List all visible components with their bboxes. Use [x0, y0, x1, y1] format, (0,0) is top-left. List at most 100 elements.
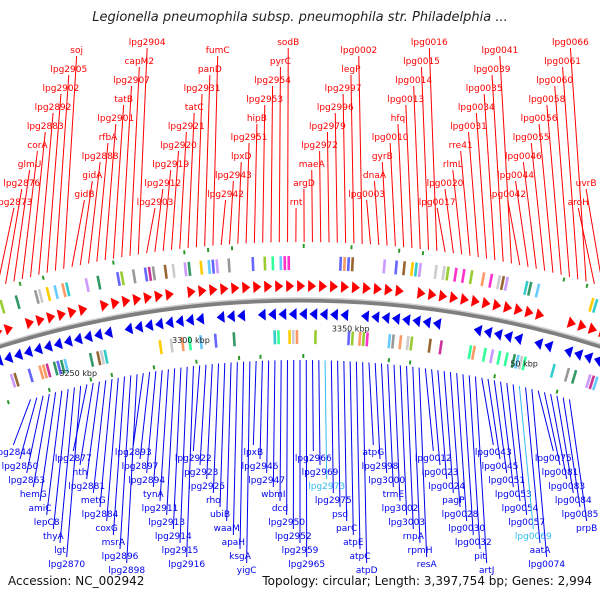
forward-gene-label: lpg2907 [113, 76, 150, 86]
feature-category-block [61, 283, 67, 298]
forward-gene-leader [538, 123, 554, 273]
reverse-gene-arrow [175, 314, 184, 327]
feature-category-block [438, 340, 443, 355]
reverse-gene-label: lpg2950 [268, 518, 305, 528]
genome-backbone-highlight [0, 297, 600, 345]
tRNA-marker [152, 365, 156, 370]
reverse-gene-arrow [104, 326, 114, 339]
feature-category-block [350, 257, 355, 272]
forward-gene-arrow [143, 292, 153, 304]
reverse-gene-label: lpg2966 [295, 454, 332, 464]
forward-gene-arrow [492, 298, 502, 311]
feature-category-block [549, 363, 556, 378]
reverse-gene-arrow [594, 356, 600, 367]
reverse-gene-arrow [165, 316, 174, 329]
forward-gene-label: lpg2954 [254, 76, 291, 86]
forward-gene-leader [13, 169, 31, 282]
forward-gene-leader [121, 85, 132, 258]
forward-gene-label: tatC [185, 103, 204, 113]
forward-gene-arrow [481, 296, 491, 309]
reverse-gene-leader [399, 365, 408, 516]
feature-category-block [402, 261, 407, 276]
forward-gene-leader [350, 74, 355, 244]
feature-category-block [27, 368, 34, 383]
tRNA-marker [555, 389, 559, 394]
forward-gene-arrow [362, 281, 371, 294]
feature-category-block [14, 295, 21, 310]
reverse-gene-leader [26, 395, 44, 474]
forward-gene-leader [319, 150, 322, 243]
forward-gene-label: soj [70, 46, 83, 56]
reverse-gene-label: lpg0085 [562, 510, 599, 520]
feature-category-block [63, 358, 70, 373]
reverse-gene-arrow [94, 328, 103, 341]
forward-gene-arrow [308, 280, 317, 293]
forward-gene-label: gyrB [372, 152, 393, 162]
reverse-gene-leader [52, 388, 69, 530]
reverse-gene-leader [330, 360, 334, 494]
feature-category-block [588, 297, 595, 312]
reverse-gene-arrow [268, 308, 277, 321]
forward-gene-arrow [395, 284, 404, 297]
forward-gene-label: lpg2873 [0, 198, 32, 208]
forward-gene-leader [334, 112, 338, 243]
forward-gene-leader [154, 188, 164, 253]
reverse-gene-leader [259, 360, 263, 460]
forward-gene-label: lpg0014 [395, 76, 432, 86]
forward-gene-leader [358, 55, 363, 244]
reverse-gene-arrow [237, 309, 246, 322]
reverse-gene-label: atpE [343, 538, 364, 548]
feature-category-block [361, 332, 366, 347]
forward-gene-leader [326, 131, 330, 243]
feature-category-block [398, 335, 403, 350]
reverse-gene-label: rho [206, 496, 221, 506]
forward-gene-leader [311, 169, 313, 243]
reverse-gene-arrow [257, 308, 266, 321]
forward-gene-arrow [3, 324, 13, 336]
reverse-gene-leader [474, 376, 488, 564]
forward-gene-label: corA [27, 141, 48, 151]
reverse-gene-arrow [371, 311, 380, 324]
reverse-gene-label: lpg0051 [488, 476, 525, 486]
feature-category-block [563, 367, 571, 382]
reverse-gene-leader [568, 399, 588, 522]
reverse-gene-label: lpg2914 [155, 532, 192, 542]
forward-gene-leader [562, 66, 579, 280]
reverse-gene-leader [468, 375, 481, 550]
reverse-gene-leader [512, 384, 528, 516]
reverse-gene-leader [206, 364, 213, 480]
forward-gene-leader [420, 66, 430, 250]
reverse-gene-label: lpg2947 [248, 476, 285, 486]
feature-category-block [358, 331, 362, 346]
reverse-gene-label: lpg0043 [475, 448, 512, 458]
forward-gene-leader [569, 47, 587, 282]
reverse-gene-leader [562, 397, 581, 508]
forward-gene-leader [366, 199, 371, 245]
reverse-gene-label: lpg2915 [162, 546, 199, 556]
reverse-gene-label: lpg2969 [302, 468, 339, 478]
reverse-gene-label: pagP [442, 496, 465, 506]
forward-gene-label: sodB [277, 38, 299, 48]
reverse-gene-label: lpg0084 [555, 496, 592, 506]
forward-gene-label: lpg0061 [544, 57, 581, 67]
feature-category-block [187, 336, 193, 351]
feature-category-block [53, 284, 60, 300]
forward-gene-label: lpg0042 [489, 190, 526, 200]
forward-gene-leader [452, 169, 463, 255]
forward-gene-arrow [513, 303, 523, 315]
reverse-gene-label: hemG [20, 490, 47, 500]
reverse-gene-label: lpg0045 [482, 462, 519, 472]
genome-backbone [0, 297, 600, 349]
feature-category-block [413, 262, 419, 277]
feature-category-block [131, 269, 137, 284]
forward-gene-arrow [384, 283, 393, 296]
forward-gene-label: lpg2996 [317, 103, 354, 113]
feature-category-block [441, 265, 446, 281]
feature-category-block [342, 256, 347, 272]
forward-gene-label: lpg0041 [481, 46, 518, 56]
forward-gene-leader [88, 161, 101, 264]
feature-category-block [232, 332, 236, 347]
forward-gene-leader [373, 180, 380, 245]
reverse-gene-leader [112, 376, 126, 536]
